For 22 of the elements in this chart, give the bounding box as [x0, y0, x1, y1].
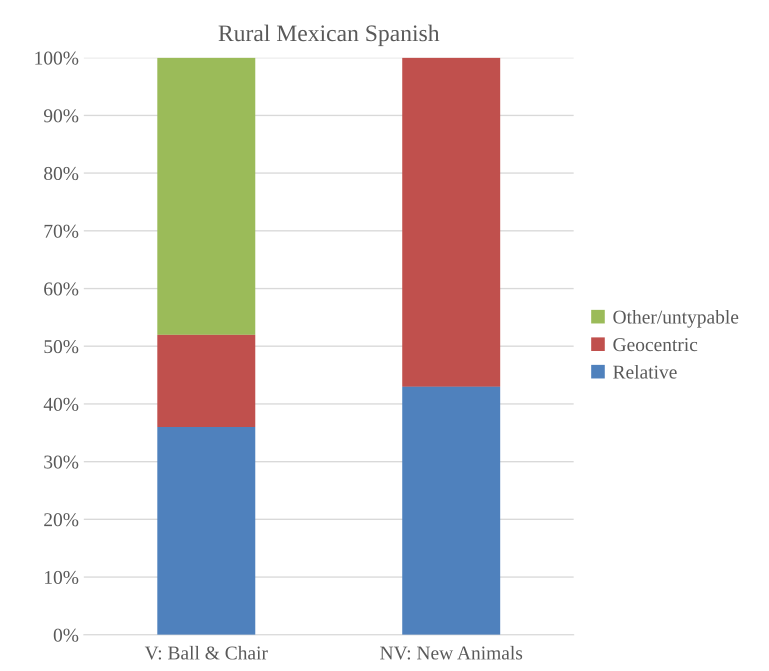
x-tick-label: NV: New Animals	[380, 646, 522, 660]
bar	[157, 58, 256, 335]
x-tick-label: V: Ball & Chair	[144, 646, 268, 660]
y-tick-label: 70%	[44, 224, 78, 238]
y-tick-label: 60%	[44, 282, 78, 296]
y-tick-label: 40%	[44, 398, 78, 411]
legend-label: Other/untypable	[613, 310, 738, 328]
y-tick-label: 100%	[35, 52, 78, 65]
y-tick-label: 90%	[44, 109, 78, 122]
bar	[402, 58, 500, 387]
legend-label: Relative	[613, 364, 677, 379]
legend-label: Geocentric	[613, 338, 698, 352]
bar	[157, 427, 256, 635]
y-tick-label: 20%	[44, 513, 78, 526]
y-tick-label: 80%	[44, 166, 78, 180]
chart-title: Rural Mexican Spanish	[218, 24, 440, 46]
y-tick-label: 30%	[44, 455, 78, 469]
y-tick-label: 50%	[44, 340, 78, 354]
bar	[402, 386, 500, 635]
y-tick-label: 10%	[45, 570, 78, 584]
bar	[157, 334, 256, 428]
y-tick-label: 0%	[54, 628, 78, 642]
